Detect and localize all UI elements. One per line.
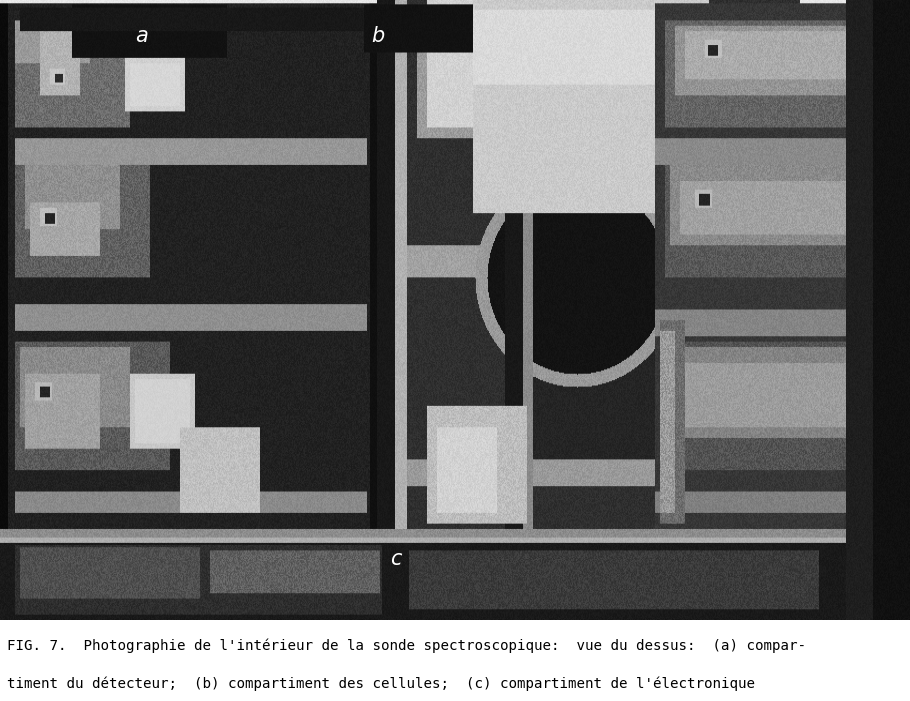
Text: c: c: [390, 549, 401, 569]
Text: timent du détecteur;  (b) compartiment des cellules;  (c) compartiment de l'élec: timent du détecteur; (b) compartiment de…: [7, 677, 755, 691]
Text: a: a: [135, 26, 147, 46]
Text: FIG. 7.  Photographie de l'intérieur de la sonde spectroscopique:  vue du dessus: FIG. 7. Photographie de l'intérieur de l…: [7, 638, 806, 653]
Text: b: b: [371, 26, 384, 46]
